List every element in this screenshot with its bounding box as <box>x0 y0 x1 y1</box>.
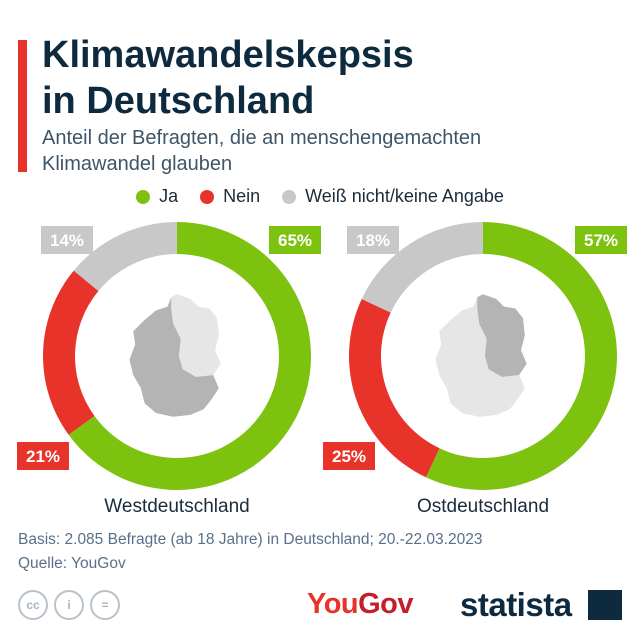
data-label-box-unknown-1 <box>347 226 399 254</box>
data-label-unknown-0: 14% <box>50 231 84 250</box>
data-label-box-nein-1 <box>323 442 375 470</box>
statista-logo-icon <box>588 590 622 620</box>
license-icons: cc i = <box>18 590 120 620</box>
cc-icon[interactable]: cc <box>18 590 48 620</box>
legend-label-unknown: Weiß nicht/keine Angabe <box>305 186 504 206</box>
chart-title-1: Ostdeutschland <box>417 496 549 517</box>
subtitle: Anteil der Befragten, die an menschengem… <box>42 125 602 177</box>
subtitle-line-2: Klimawandel glauben <box>42 153 233 175</box>
donut-slice-nein-1 <box>349 298 440 478</box>
legend-dot-ja <box>136 189 151 204</box>
equals-icon[interactable]: = <box>90 590 120 620</box>
data-label-ja-0: 65% <box>278 231 312 250</box>
accent-bar <box>18 40 27 172</box>
data-label-unknown-1: 18% <box>356 231 390 250</box>
person-icon[interactable]: i <box>54 590 84 620</box>
west-germany-region-1 <box>435 297 525 417</box>
donut-slice-ja-1 <box>425 222 617 490</box>
west-germany-region-0 <box>129 297 219 417</box>
yougov-logo-text: YouGov <box>307 588 414 620</box>
source-note: Quelle: YouGov <box>18 555 126 572</box>
basis-note: Basis: 2.085 Befragte (ab 18 Jahre) in D… <box>18 531 483 548</box>
data-label-box-ja-1 <box>575 226 627 254</box>
yougov-logo: YouGov <box>307 588 414 621</box>
data-label-nein-0: 21% <box>26 447 60 466</box>
donut-slice-unknown-0 <box>73 222 177 291</box>
east-germany-region-0 <box>171 294 221 377</box>
legend-label-nein: Nein <box>223 186 261 206</box>
legend-item-nein: Nein <box>200 186 260 207</box>
footer-note: Basis: 2.085 Befragte (ab 18 Jahre) in D… <box>18 528 618 576</box>
statista-logo-text: statista <box>460 586 572 623</box>
subtitle-line-1: Anteil der Befragten, die an menschengem… <box>42 127 482 149</box>
data-label-ja-1: 57% <box>584 231 618 250</box>
legend-dot-nein <box>200 189 215 204</box>
legend-dot-unknown <box>282 189 297 204</box>
title-line-2: in Deutschland <box>42 80 315 122</box>
legend-label-ja: Ja <box>159 186 179 206</box>
donut-slice-unknown-1 <box>361 222 483 313</box>
legend-item-unknown: Weiß nicht/keine Angabe <box>282 186 504 207</box>
east-germany-region-1 <box>477 294 527 377</box>
data-label-box-nein-0 <box>17 442 69 470</box>
page-title: Klimawandelskepsis in Deutschland <box>42 32 602 124</box>
data-label-box-ja-0 <box>269 226 321 254</box>
chart-title-0: Westdeutschland <box>104 496 249 517</box>
data-label-nein-1: 25% <box>332 447 366 466</box>
title-line-1: Klimawandelskepsis <box>42 34 414 76</box>
legend: Ja Nein Weiß nicht/keine Angabe <box>0 186 640 207</box>
legend-item-ja: Ja <box>136 186 178 207</box>
donut-slice-nein-0 <box>43 270 99 435</box>
data-label-box-unknown-0 <box>41 226 93 254</box>
